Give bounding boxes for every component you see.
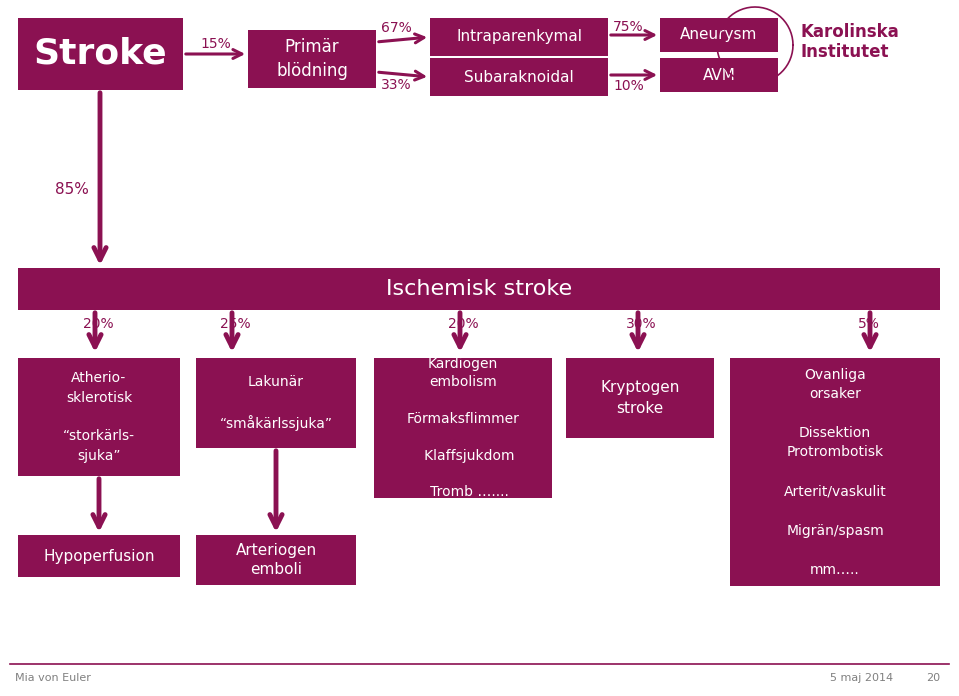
FancyBboxPatch shape	[430, 58, 608, 96]
Text: Aneurysm: Aneurysm	[680, 28, 758, 42]
Text: Primär
blödning: Primär blödning	[276, 38, 348, 80]
Text: Ischemisk stroke: Ischemisk stroke	[386, 279, 573, 299]
FancyBboxPatch shape	[18, 358, 180, 476]
Text: Kryptogen
stroke: Kryptogen stroke	[600, 380, 680, 416]
Text: Institutet: Institutet	[800, 43, 888, 61]
Text: 75%: 75%	[613, 20, 643, 34]
FancyBboxPatch shape	[660, 58, 778, 92]
Text: 20%: 20%	[448, 317, 479, 331]
Text: Mia von Euler: Mia von Euler	[15, 673, 91, 683]
Text: 20%: 20%	[83, 317, 113, 331]
Text: Karolinska: Karolinska	[800, 23, 899, 41]
FancyBboxPatch shape	[248, 30, 376, 88]
FancyBboxPatch shape	[196, 358, 356, 448]
FancyBboxPatch shape	[18, 535, 180, 577]
FancyBboxPatch shape	[660, 18, 778, 52]
FancyBboxPatch shape	[730, 358, 940, 586]
Text: Arteriogen
emboli: Arteriogen emboli	[236, 543, 316, 578]
FancyBboxPatch shape	[566, 358, 714, 438]
Text: 20: 20	[925, 673, 940, 683]
Text: Kardiogen
embolism

Förmaksflimmer

   Klaffsjukdom

   Tromb …....: Kardiogen embolism Förmaksflimmer Klaffs…	[407, 356, 520, 500]
Text: 5 maj 2014: 5 maj 2014	[830, 673, 893, 683]
Text: 85%: 85%	[55, 182, 89, 198]
Text: Intraparenkymal: Intraparenkymal	[456, 29, 582, 45]
Text: Ovanliga
orsaker

Dissektion
Protrombotisk

Arterit/vaskulit

Migrän/spasm

mm….: Ovanliga orsaker Dissektion Protrombotis…	[784, 367, 886, 576]
FancyBboxPatch shape	[18, 18, 183, 90]
Text: 5%: 5%	[858, 317, 879, 331]
Text: AVM: AVM	[703, 68, 736, 83]
Text: 67%: 67%	[381, 21, 411, 35]
Text: Stroke: Stroke	[34, 37, 167, 71]
Text: Hypoperfusion: Hypoperfusion	[43, 548, 154, 564]
FancyBboxPatch shape	[18, 268, 940, 310]
Text: 10%: 10%	[613, 79, 643, 93]
FancyBboxPatch shape	[374, 358, 552, 498]
Text: Atherio-
sklerotisk

“storkärls-
sjuka”: Atherio- sklerotisk “storkärls- sjuka”	[63, 371, 135, 463]
FancyBboxPatch shape	[196, 535, 356, 585]
FancyBboxPatch shape	[430, 18, 608, 56]
Text: 33%: 33%	[381, 78, 411, 92]
Text: 30%: 30%	[626, 317, 657, 331]
Text: 15%: 15%	[200, 37, 231, 51]
Text: Lakunär

“småkärlssjuka”: Lakunär “småkärlssjuka”	[220, 375, 333, 431]
Text: Subaraknoidal: Subaraknoidal	[464, 70, 573, 84]
Text: 25%: 25%	[220, 317, 250, 331]
